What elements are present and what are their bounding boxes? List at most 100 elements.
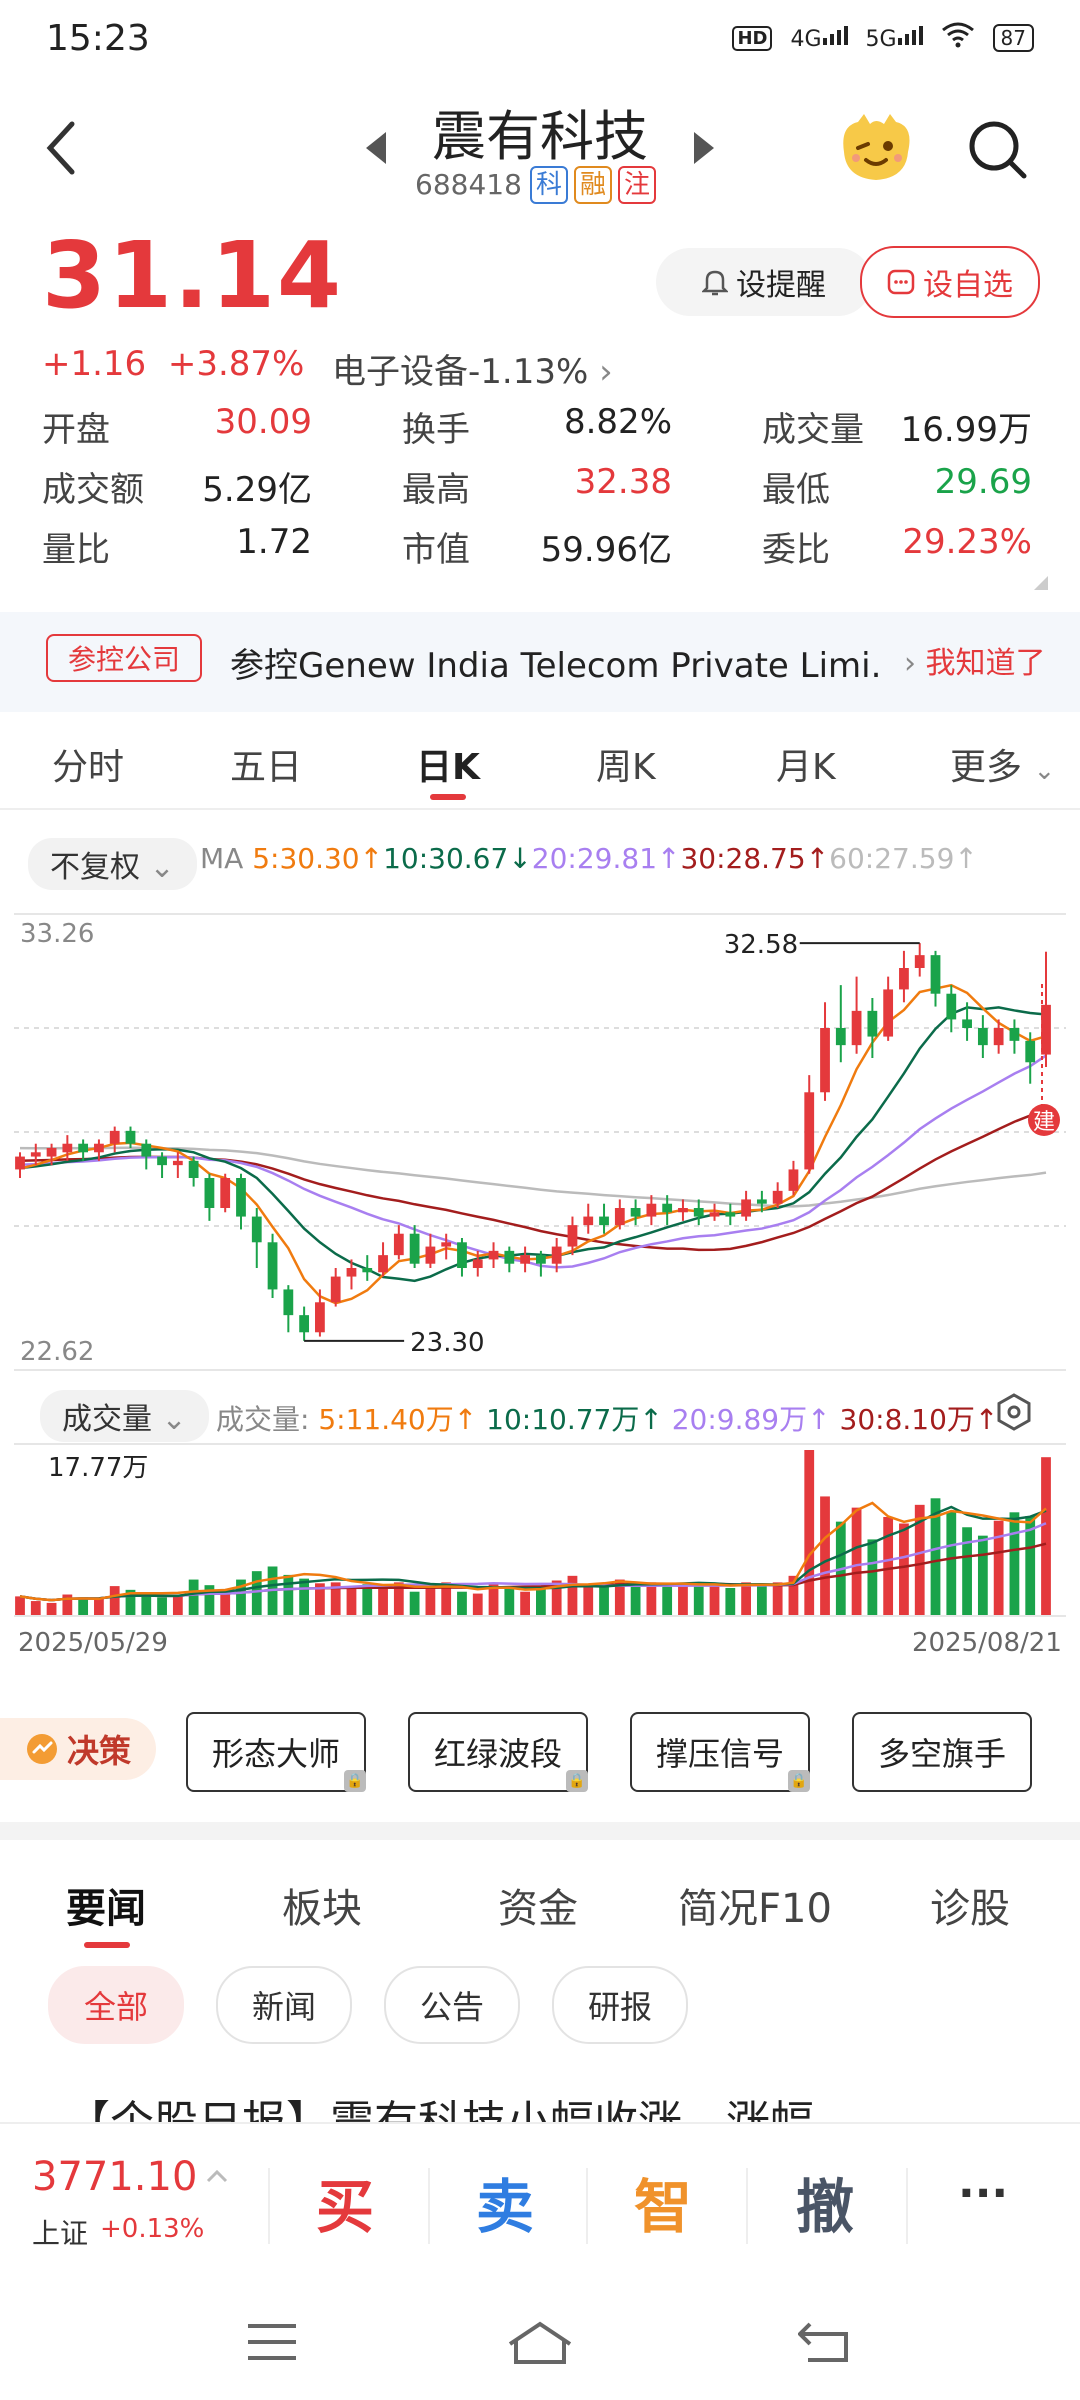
volume-bar <box>741 1582 751 1616</box>
hilo-markers: 32.58 23.30 <box>304 930 920 1358</box>
stat-item: 成交量 16.99万 <box>762 402 1032 451</box>
chevron-down-icon: ⌄ <box>149 850 175 885</box>
build-badge[interactable]: 建 <box>1028 984 1060 1136</box>
signal-5g-icon: 5G <box>866 24 923 52</box>
notice-banner[interactable]: 参控公司 参控Genew India Telecom Private Limi.… <box>0 612 1080 712</box>
build-badge-circle <box>1028 1104 1060 1136</box>
back-icon[interactable] <box>798 2320 850 2364</box>
candle <box>1009 1028 1020 1041</box>
index-value[interactable]: 3771.10 <box>32 2154 198 2200</box>
settings-hex-icon[interactable] <box>994 1392 1034 1432</box>
tab-more[interactable]: 更多 ⌄ <box>950 738 1055 790</box>
volume-bar <box>141 1594 152 1616</box>
tab-capital[interactable]: 资金 <box>498 1886 578 1932</box>
volume-bar <box>30 1601 41 1616</box>
decision-tools: 决策 形态大师 🔒 红绿波段 🔒 撑压信号 🔒 多空旗手 <box>0 1704 1080 1794</box>
tab-intraday[interactable]: 分时 <box>52 747 125 788</box>
period-tabs: 分时 五日 日K 周K 月K 更多 ⌄ <box>0 728 1080 810</box>
volume-bar <box>236 1579 246 1616</box>
tab-monthly-k[interactable]: 月K <box>776 747 836 788</box>
notice-badge: 参控公司 <box>46 634 203 682</box>
tab-sector[interactable]: 板块 <box>282 1886 362 1932</box>
volume-bar <box>78 1597 89 1616</box>
volume-bar <box>299 1578 310 1616</box>
tab-profile-f10[interactable]: 简况F10 <box>678 1886 832 1932</box>
tab-news-headlines[interactable]: 要闻 <box>66 1886 146 1932</box>
indicator-selector[interactable]: 成交量 ⌄ <box>40 1390 209 1442</box>
tool-bull-bear-button[interactable]: 多空旗手 <box>852 1712 1032 1792</box>
notice-dismiss-button[interactable]: › 我知道了 <box>904 638 1046 682</box>
back-arrow-icon[interactable] <box>40 118 84 178</box>
candle <box>646 1203 657 1217</box>
expand-corner-icon[interactable] <box>1034 576 1048 590</box>
candle <box>94 1143 104 1153</box>
volume-bar <box>725 1587 736 1616</box>
net2-label: 5G <box>865 27 897 52</box>
decision-button[interactable]: 决策 <box>0 1718 156 1780</box>
filter-research[interactable]: 研报 <box>552 1966 688 2044</box>
stat-value: 16.99万 <box>900 410 1032 450</box>
chevron-up-icon <box>206 2169 228 2183</box>
chevron-down-icon: ⌄ <box>1033 756 1056 786</box>
candle <box>62 1143 73 1153</box>
smart-trade-button[interactable]: 智 <box>634 2173 693 2241</box>
index-change: +0.13% <box>100 2214 205 2244</box>
adjust-selector[interactable]: 不复权 ⌄ <box>28 838 197 890</box>
candle <box>267 1242 278 1290</box>
prev-stock-icon[interactable] <box>366 132 386 164</box>
watchlist-icon <box>887 269 915 295</box>
sector-link[interactable]: 电子设备-1.13% › <box>332 344 613 393</box>
volume-bar <box>535 1588 546 1616</box>
trade-bar: 3771.10 上证 +0.13% 买 卖 智 撤 ··· <box>0 2122 1080 2284</box>
home-icon[interactable] <box>506 2318 574 2366</box>
tool-label: 形态大师 <box>211 1735 340 1773</box>
vol-ma30: 30:8.10万↑ <box>839 1403 999 1436</box>
set-reminder-button[interactable]: 设提醒 <box>656 248 872 316</box>
more-menu-button[interactable]: ··· <box>958 2168 1009 2219</box>
tab-weekly-k[interactable]: 周K <box>596 747 656 788</box>
candle <box>962 1019 972 1028</box>
volume-bar <box>251 1571 262 1616</box>
tab-daily-k[interactable]: 日K <box>416 747 480 788</box>
decision-label: 决策 <box>66 1732 131 1770</box>
search-icon[interactable] <box>966 118 1030 182</box>
volume-bar <box>946 1511 957 1616</box>
stat-value: 59.96亿 <box>540 530 672 570</box>
volume-bar <box>693 1583 704 1616</box>
stat-item: 换手 8.82% <box>402 402 672 451</box>
stock-code: 688418 <box>415 168 522 201</box>
candle <box>804 1092 815 1170</box>
candle <box>109 1130 120 1144</box>
stat-item: 委比 29.23% <box>762 522 1032 571</box>
buy-button[interactable]: 买 <box>316 2173 375 2241</box>
volume-bar <box>867 1539 878 1616</box>
volume-bar <box>425 1587 436 1616</box>
tab-diagnosis[interactable]: 诊股 <box>930 1886 1010 1932</box>
filter-announcements[interactable]: 公告 <box>384 1966 520 2044</box>
volume-bar <box>899 1523 909 1616</box>
tool-red-green-band-button[interactable]: 红绿波段 🔒 <box>408 1712 588 1792</box>
indicator-selector-label: 成交量 <box>62 1402 152 1437</box>
next-stock-icon[interactable] <box>694 132 714 164</box>
add-watchlist-label: 设自选 <box>923 268 1013 303</box>
tool-pattern-master-button[interactable]: 形态大师 🔒 <box>186 1712 366 1792</box>
stat-item: 最低 29.69 <box>762 462 1032 511</box>
filter-all[interactable]: 全部 <box>48 1966 184 2044</box>
notice-text[interactable]: 参控Genew India Telecom Private Limi... <box>230 646 880 686</box>
add-watchlist-button[interactable]: 设自选 <box>860 246 1040 318</box>
menu-icon[interactable] <box>246 2322 298 2362</box>
mascot-icon[interactable] <box>836 112 916 184</box>
candlestick-chart[interactable]: 33.26 22.62 32.58 23.30 建 <box>0 904 1080 1374</box>
news-headline[interactable]: 【个股日报】震有科技小幅收涨，涨幅 <box>66 2097 814 2124</box>
ma60-value: 60:27.59↑ <box>829 842 978 875</box>
tool-support-pressure-button[interactable]: 撑压信号 🔒 <box>630 1712 810 1792</box>
volume-chart[interactable]: 17.77万 <box>0 1440 1080 1640</box>
cancel-order-button[interactable]: 撤 <box>796 2173 855 2241</box>
candle <box>78 1143 89 1153</box>
tab-five-day[interactable]: 五日 <box>230 747 303 788</box>
volume-bar <box>1041 1457 1051 1616</box>
filter-news[interactable]: 新闻 <box>216 1966 352 2044</box>
candle <box>362 1268 373 1273</box>
sell-button[interactable]: 卖 <box>476 2173 535 2241</box>
y-max-label: 33.26 <box>20 919 94 949</box>
